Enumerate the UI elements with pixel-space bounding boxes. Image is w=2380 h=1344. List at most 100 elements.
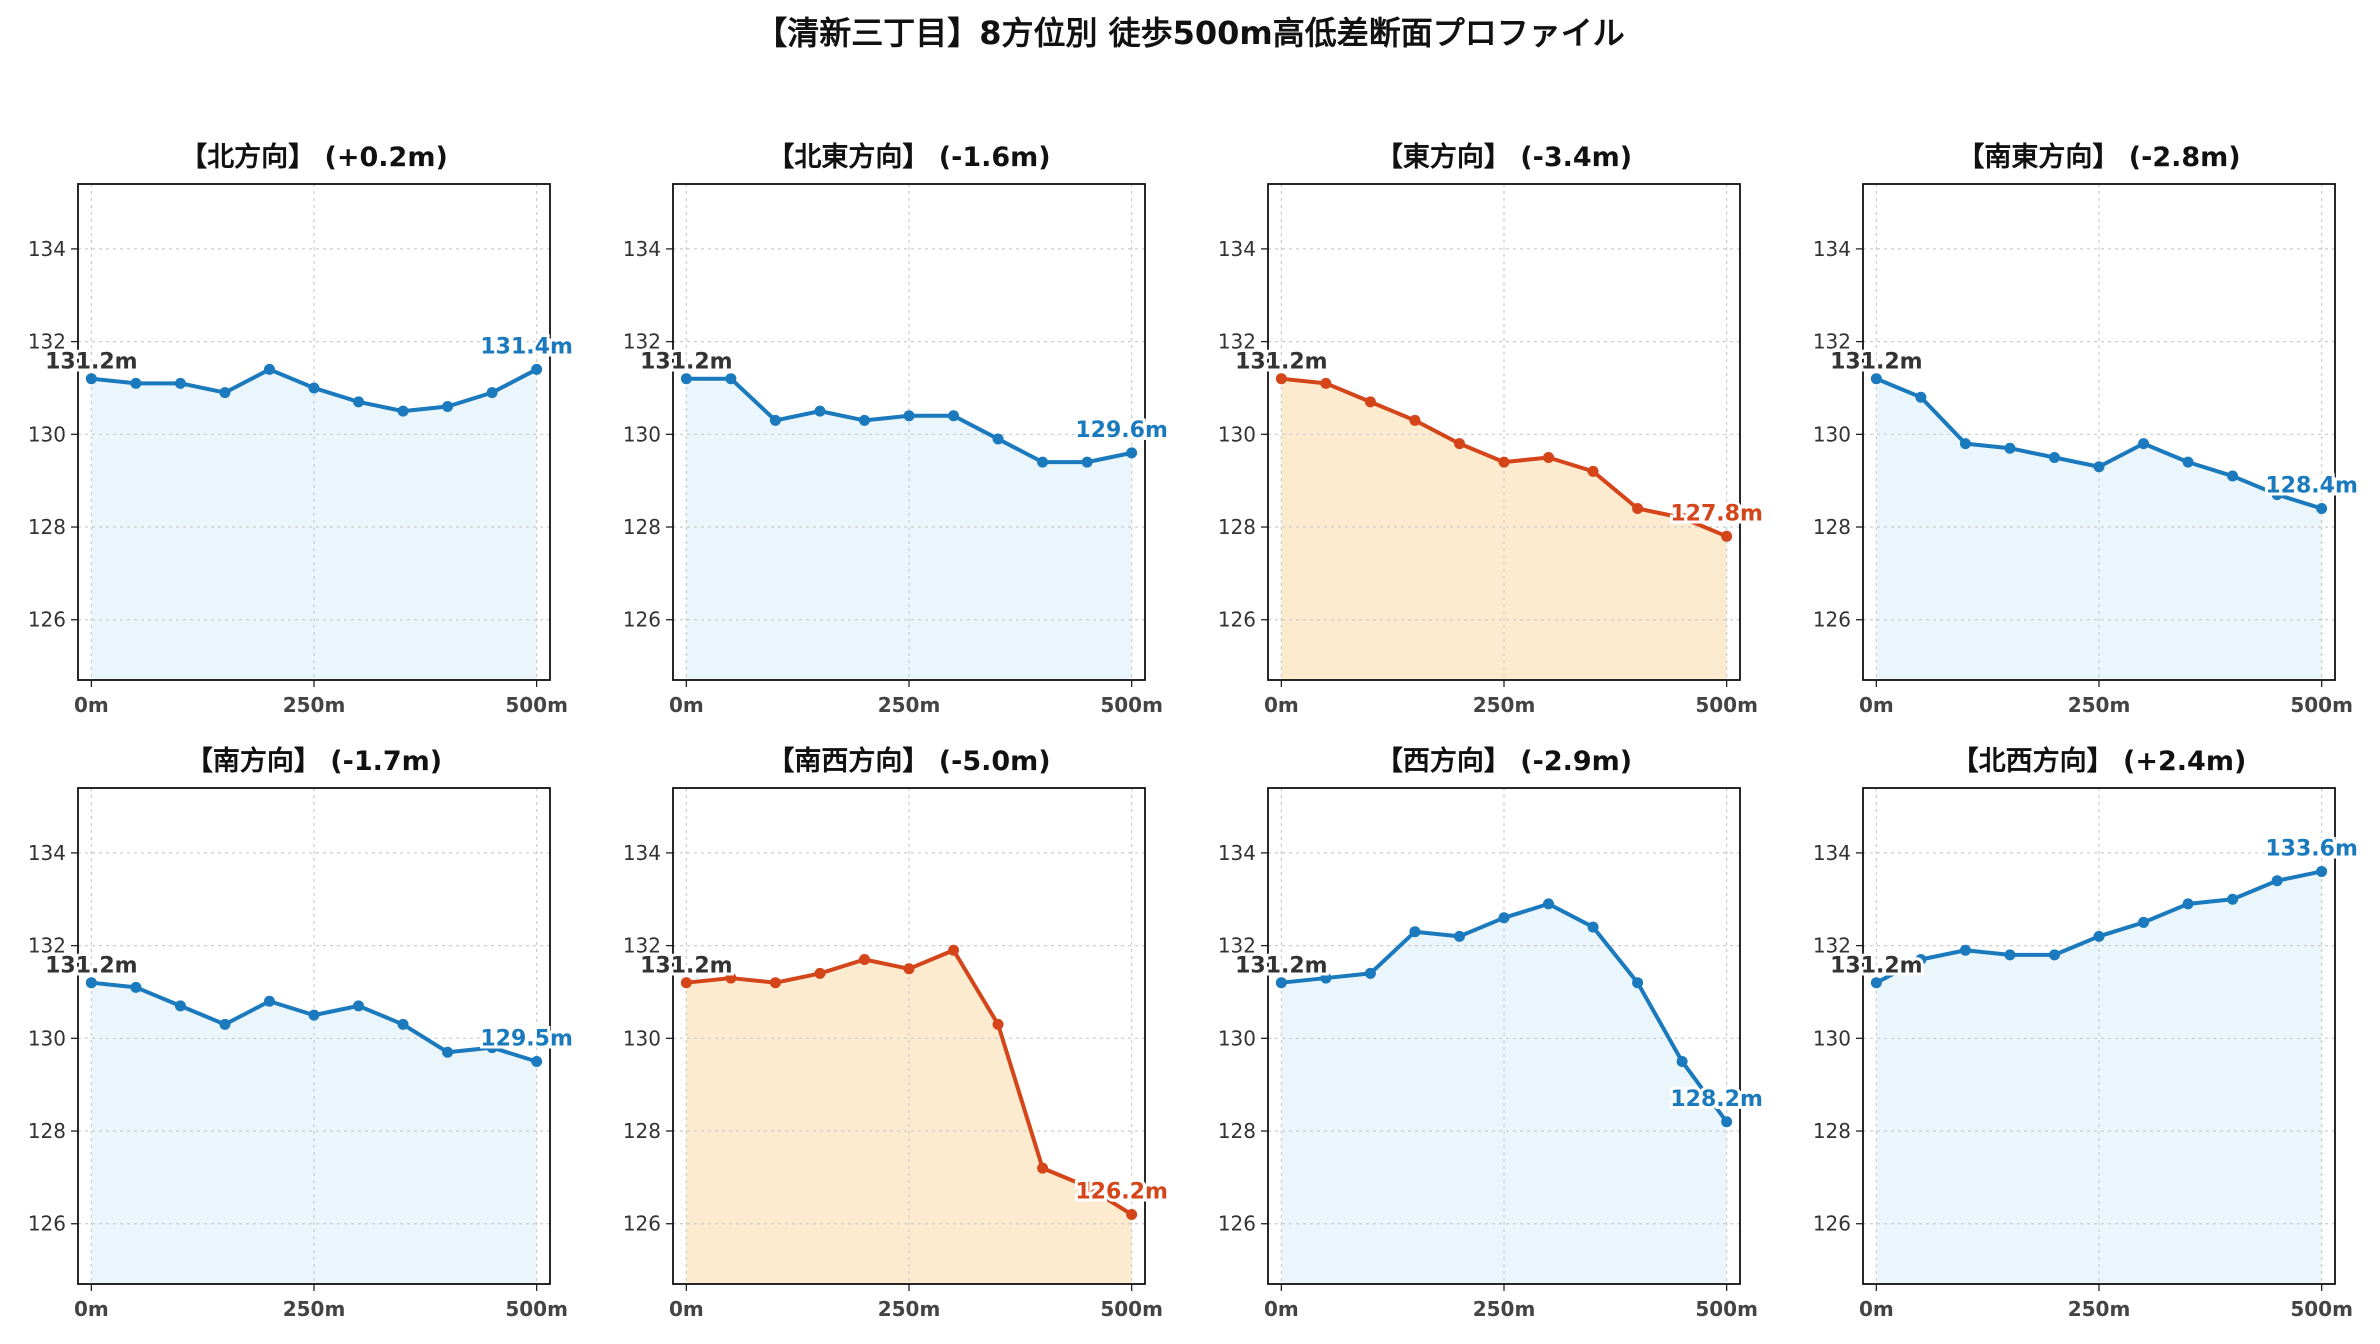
chart-panel: 【北西方向】 (+2.4m) 126 128 130 132 134 0m 250m 500m 1…	[1813, 745, 2361, 1321]
y-tick-label: 126	[1813, 608, 1851, 632]
data-point	[397, 405, 409, 417]
data-point	[1275, 373, 1287, 385]
data-point	[1275, 977, 1287, 989]
end-elevation-label: 133.6m	[2265, 836, 2358, 861]
x-tick-label: 0m	[74, 693, 109, 717]
x-tick-label: 0m	[669, 693, 704, 717]
chart-panel: 【西方向】 (-2.9m) 126 128 130 132 134 0m 250m 500m 13…	[1218, 745, 1766, 1321]
start-elevation-label: 131.2m	[640, 954, 733, 979]
data-point	[769, 414, 781, 426]
data-point	[1498, 912, 1510, 924]
end-elevation-label: 128.4m	[2265, 473, 2358, 498]
x-tick-label: 500m	[505, 693, 568, 717]
panel-title: 【北西方向】 (+2.4m)	[1952, 745, 2247, 777]
axes-frame	[1267, 183, 1741, 681]
data-point	[1364, 967, 1376, 979]
data-point	[2138, 916, 2150, 928]
start-elevation-label: 131.2m	[1235, 954, 1328, 979]
x-tick-label: 500m	[2290, 693, 2353, 717]
y-tick-label: 134	[28, 237, 66, 261]
data-point	[130, 377, 142, 389]
data-point	[2227, 893, 2239, 905]
x-tick-label: 250m	[2068, 693, 2131, 717]
data-point	[85, 373, 97, 385]
y-tick-label: 134	[1218, 237, 1256, 261]
data-point	[1081, 456, 1093, 468]
data-point	[1676, 1055, 1688, 1067]
y-tick-label: 132	[623, 330, 661, 354]
start-elevation-label: 131.2m	[45, 350, 138, 375]
y-tick-label: 126	[623, 1212, 661, 1236]
data-point	[174, 1000, 186, 1012]
y-tick-label: 126	[28, 608, 66, 632]
data-point	[442, 1046, 454, 1058]
x-tick-label: 500m	[1695, 1297, 1758, 1321]
data-point	[725, 972, 737, 984]
data-point	[1037, 1162, 1049, 1174]
panel-title: 【南西方向】 (-5.0m)	[767, 745, 1050, 777]
data-point	[948, 410, 960, 422]
data-point	[1126, 1208, 1138, 1220]
y-tick-label: 126	[1813, 1212, 1851, 1236]
y-tick-label: 128	[28, 515, 66, 539]
y-tick-label: 126	[28, 1212, 66, 1236]
start-elevation-label: 131.2m	[1830, 954, 1923, 979]
data-point	[442, 401, 454, 413]
data-point	[1632, 502, 1644, 514]
end-elevation-label: 129.6m	[1075, 418, 1168, 443]
data-point	[263, 995, 275, 1007]
x-tick-label: 500m	[1100, 1297, 1163, 1321]
axes-frame	[1862, 787, 2336, 1285]
panel-title: 【東方向】 (-3.4m)	[1376, 141, 1632, 173]
y-tick-label: 134	[1218, 841, 1256, 865]
y-tick-label: 130	[623, 1026, 661, 1050]
data-point	[353, 1000, 365, 1012]
start-elevation-label: 131.2m	[640, 350, 733, 375]
start-elevation-label: 131.2m	[1830, 350, 1923, 375]
data-point	[308, 1009, 320, 1021]
data-point	[1915, 954, 1927, 966]
end-elevation-label: 126.2m	[1075, 1179, 1168, 1204]
elevation-area	[91, 369, 537, 680]
data-point	[1721, 1116, 1733, 1128]
chart-panel: 【北方向】 (+0.2m) 126 128 130 132 134 0m 250m 500m 13…	[28, 141, 576, 717]
data-point	[2048, 949, 2060, 961]
data-point	[769, 977, 781, 989]
y-tick-label: 130	[1218, 1026, 1256, 1050]
y-tick-label: 132	[1218, 934, 1256, 958]
x-tick-label: 250m	[283, 1297, 346, 1321]
data-point	[1498, 456, 1510, 468]
end-elevation-label: 127.8m	[1670, 501, 1763, 526]
data-point	[1587, 921, 1599, 933]
chart-panel: 【南方向】 (-1.7m) 126 128 130 132 134 0m 250m 500m 13…	[28, 745, 576, 1321]
data-point	[680, 373, 692, 385]
x-tick-label: 500m	[2290, 1297, 2353, 1321]
data-point	[1037, 456, 1049, 468]
x-tick-label: 0m	[1859, 693, 1894, 717]
y-tick-label: 130	[623, 422, 661, 446]
y-tick-label: 134	[623, 237, 661, 261]
data-point	[1081, 1181, 1093, 1193]
x-tick-label: 250m	[2068, 1297, 2131, 1321]
y-tick-label: 126	[1218, 608, 1256, 632]
data-point	[1364, 396, 1376, 408]
x-tick-label: 0m	[1859, 1297, 1894, 1321]
x-tick-label: 0m	[669, 1297, 704, 1321]
x-tick-label: 500m	[505, 1297, 568, 1321]
y-tick-label: 134	[1813, 237, 1851, 261]
data-point	[2004, 949, 2016, 961]
data-point	[814, 967, 826, 979]
x-tick-label: 500m	[1695, 693, 1758, 717]
data-point	[85, 977, 97, 989]
panels: 【北方向】 (+0.2m) 126 128 130 132 134 0m 250m 500m 13…	[28, 141, 2361, 1321]
end-elevation-label: 129.5m	[480, 1026, 573, 1051]
y-tick-label: 132	[1813, 330, 1851, 354]
y-tick-label: 128	[623, 515, 661, 539]
x-tick-label: 0m	[1264, 693, 1299, 717]
y-tick-label: 132	[28, 934, 66, 958]
data-point	[397, 1018, 409, 1030]
data-point	[992, 1018, 1004, 1030]
x-tick-label: 0m	[74, 1297, 109, 1321]
